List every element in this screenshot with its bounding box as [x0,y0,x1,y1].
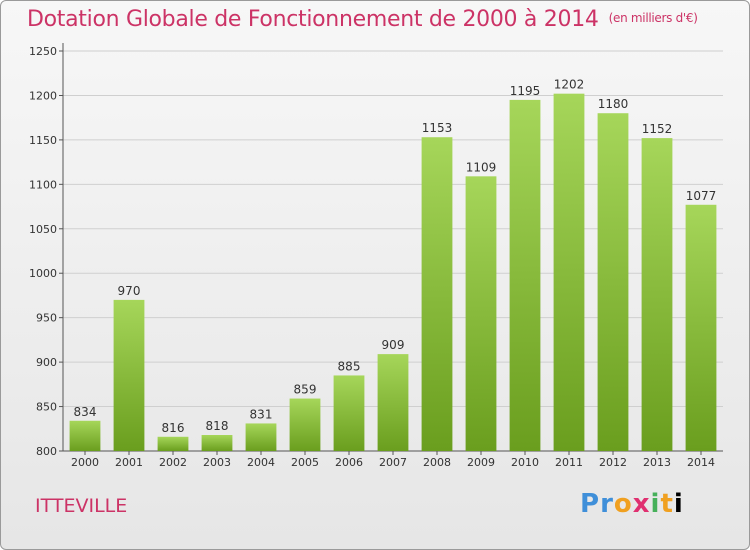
y-tick-label: 900 [36,356,57,369]
chart-unit: (en milliers d'€) [608,11,698,25]
value-label: 885 [338,359,361,373]
bar-2014 [685,204,717,451]
value-label: 1152 [642,122,673,136]
x-tick-label: 2003 [203,456,231,469]
x-tick-label: 2013 [643,456,671,469]
x-tick-label: 2012 [599,456,627,469]
bar-2010 [509,99,541,451]
bar-2008 [421,137,453,451]
x-tick-label: 2002 [159,456,187,469]
value-label: 1077 [686,189,717,203]
value-label: 1195 [510,84,541,98]
y-tick-label: 1000 [29,267,57,280]
chart-title: Dotation Globale de Fonctionnement de 20… [27,7,698,32]
x-tick-label: 2000 [71,456,99,469]
x-tick-label: 2014 [687,456,715,469]
x-tick-label: 2011 [555,456,583,469]
y-tick-label: 800 [36,445,57,458]
value-label: 970 [118,284,141,298]
value-label: 1202 [554,78,585,92]
value-label: 818 [206,419,229,433]
x-tick-label: 2009 [467,456,495,469]
bar-2005 [289,398,321,451]
y-tick-label: 1150 [29,134,57,147]
value-label: 1180 [598,97,629,111]
y-tick-label: 1250 [29,45,57,58]
value-label: 1109 [466,160,497,174]
chart-title-text: Dotation Globale de Fonctionnement de 20… [27,7,599,32]
bar-2007 [377,354,409,451]
x-tick-label: 2006 [335,456,363,469]
value-label: 859 [294,383,317,397]
value-label: 831 [250,407,273,421]
bar-2009 [465,176,497,452]
bar-2004 [245,423,277,451]
y-tick-label: 1100 [29,178,57,191]
bar-2000 [69,420,101,451]
value-label: 1153 [422,121,453,135]
bar-2012 [597,113,629,451]
x-tick-label: 2005 [291,456,319,469]
y-tick-label: 850 [36,401,57,414]
value-label: 816 [162,421,185,435]
bar-2011 [553,93,585,452]
y-tick-label: 1050 [29,223,57,236]
x-tick-label: 2001 [115,456,143,469]
proxiti-logo[interactable]: Proxiti [580,489,684,519]
x-tick-label: 2007 [379,456,407,469]
value-label: 834 [74,405,97,419]
bar-2006 [333,375,365,451]
bar-2003 [201,435,233,451]
x-tick-label: 2004 [247,456,275,469]
bar-2013 [641,138,673,451]
bar-2001 [113,299,145,451]
commune-name: ITTEVILLE [35,495,128,517]
value-label: 909 [382,338,405,352]
y-tick-label: 950 [36,312,57,325]
x-tick-label: 2008 [423,456,451,469]
x-tick-label: 2010 [511,456,539,469]
y-tick-label: 1200 [29,89,57,102]
bar-2002 [157,436,189,451]
